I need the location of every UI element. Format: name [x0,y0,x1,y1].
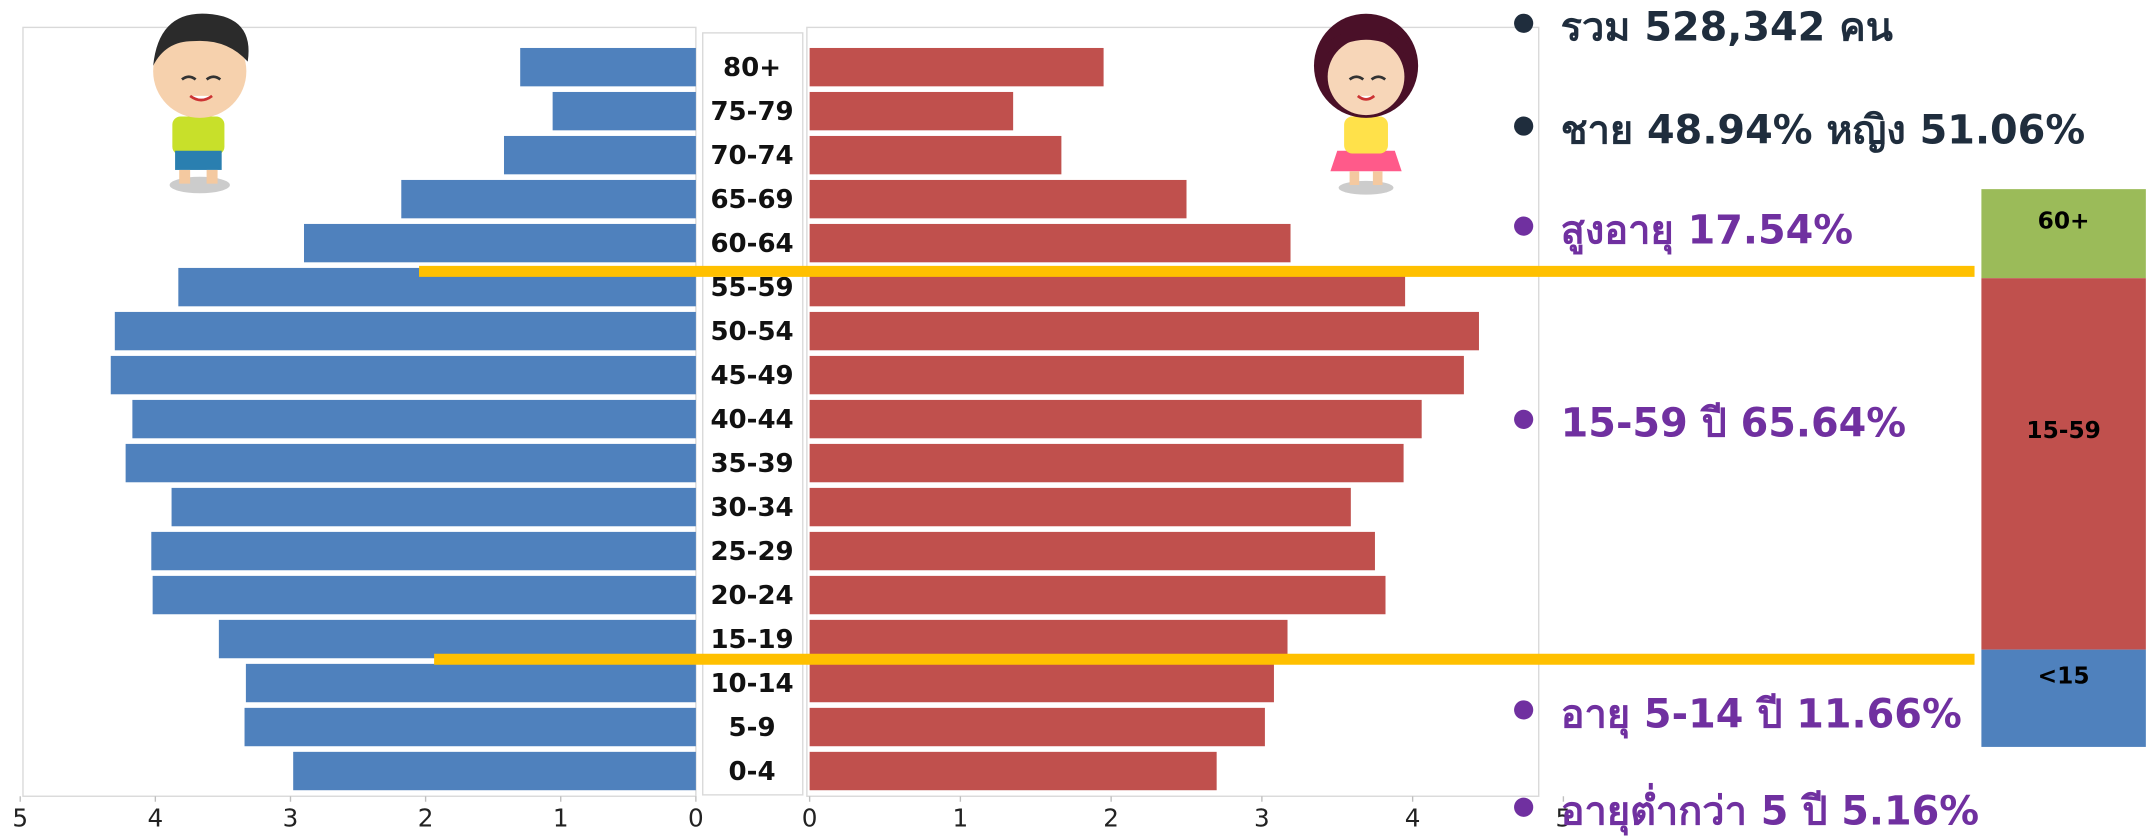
category-label: 55-59 [710,273,793,303]
bar [809,487,1351,527]
bar [809,663,1274,703]
bar [809,355,1464,395]
bar [303,223,696,263]
bar [809,91,1014,131]
annotation: อายุต่ำกว่า 5 ปี 5.16% [1561,783,1979,836]
label-frame [702,32,804,796]
age-group-label: 60+ [2038,208,2090,235]
bar [401,179,696,219]
annotation: 15-59 ปี 65.64% [1561,401,1906,447]
x-tick-label: 0 [688,804,704,833]
bar [809,443,1404,483]
x-tick-label: 4 [1405,804,1421,833]
category-label: 5-9 [729,713,776,743]
annotation: อายุ 5-14 ปี 11.66% [1561,691,1962,739]
bar [809,311,1479,351]
bar [809,47,1104,87]
x-tick-label: 4 [148,804,164,833]
bar [218,619,696,659]
category-label: 50-54 [710,317,793,347]
bar [520,47,696,87]
x-tick-label: 1 [953,804,969,833]
category-label: 10-14 [710,669,793,699]
bar [809,707,1265,747]
bar [110,355,696,395]
bar [152,575,696,615]
bar [809,399,1422,439]
bullet [1514,216,1534,236]
category-label: 60-64 [710,229,793,259]
bar [151,531,696,571]
girl-figure [1313,13,1419,195]
x-tick-label: 3 [283,804,299,833]
right-plot-frame [806,26,1540,797]
category-label: 30-34 [710,493,793,523]
bar [293,751,696,791]
annotation: ชาย 48.94% หญิง 51.06% [1561,107,2086,153]
age-group-box [1981,189,2146,279]
x-tick-label: 1 [553,804,569,833]
category-label: 70-74 [710,141,793,171]
category-label: 75-79 [710,97,793,127]
bullet [1514,116,1534,136]
category-label: 25-29 [710,537,793,567]
boy-figure [153,13,249,194]
bar [809,223,1291,263]
bar [244,707,696,747]
bar [809,619,1288,659]
bar [245,663,696,703]
bar [132,399,696,439]
age-group-box [1981,649,2146,747]
bar [809,179,1187,219]
category-label: 15-19 [710,625,793,655]
bullet [1514,13,1534,33]
bar [125,443,696,483]
bullet [1514,797,1534,817]
bar [809,135,1062,175]
x-tick-label: 3 [1254,804,1270,833]
category-label: 40-44 [710,405,793,435]
x-tick-label: 2 [418,804,434,833]
category-label: 80+ [723,53,781,83]
age-group-label: 15-59 [2026,417,2100,444]
x-tick-label: 2 [1103,804,1119,833]
age-group-label: <15 [2038,663,2090,690]
bar [809,575,1386,615]
category-label: 0-4 [729,757,776,787]
x-tick-label: 5 [12,804,28,833]
bar [503,135,696,175]
bar [809,531,1375,571]
bar [171,487,696,527]
bar [114,311,696,351]
category-label: 35-39 [710,449,793,479]
bullet [1514,700,1534,720]
bullet [1514,409,1534,429]
annotation: สูงอายุ 17.54% [1561,207,1853,255]
bar [552,91,696,131]
annotation: รวม 528,342 คน [1561,5,1893,51]
category-label: 45-49 [710,361,793,391]
x-tick-label: 5 [1556,804,1572,833]
category-label: 20-24 [710,581,793,611]
category-label: 65-69 [710,185,793,215]
bar [809,751,1217,791]
x-tick-label: 0 [802,804,818,833]
age-group-box [1981,278,2146,650]
